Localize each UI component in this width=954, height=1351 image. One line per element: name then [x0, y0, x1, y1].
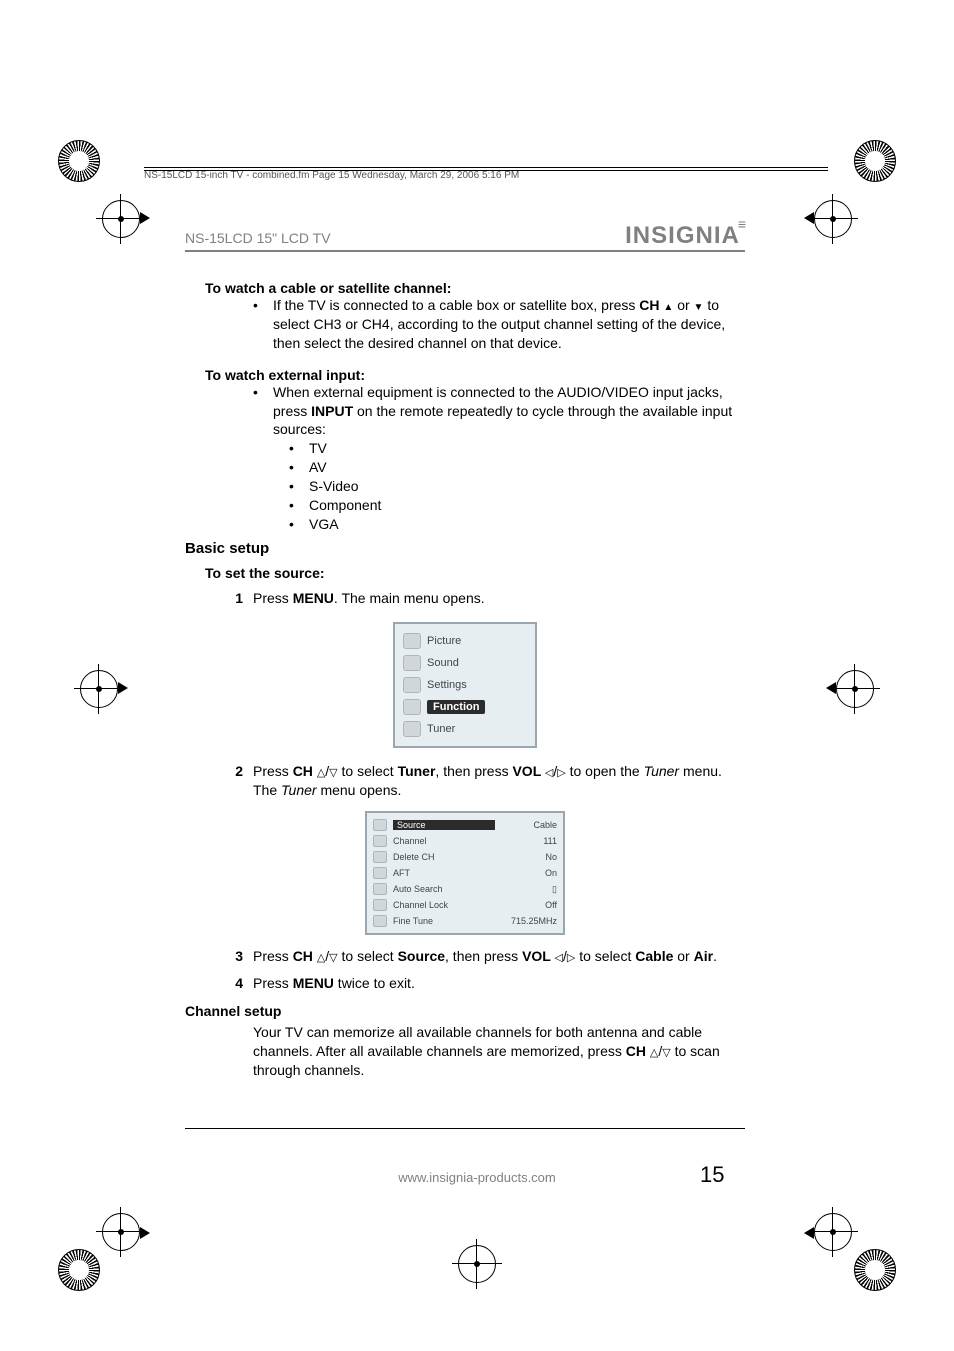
header-filename: NS-15LCD 15-inch TV - combined.fm Page 1… [144, 170, 519, 181]
heading-ext-input: To watch external input: [205, 367, 745, 383]
footer-rule [185, 1128, 745, 1129]
step-3: 3 Press CH / to select Source, then pres… [225, 947, 745, 966]
step-1: 1 Press MENU. The main menu opens. [225, 589, 745, 608]
para-ext-input: • When external equipment is connected t… [253, 383, 745, 440]
main-menu-figure: Picture Sound Settings Function Tuner [393, 622, 537, 748]
page-number: 15 [700, 1162, 724, 1188]
heading-basic-setup: Basic setup [185, 540, 745, 557]
heading-set-source: To set the source: [205, 565, 745, 581]
step-2: 2 Press CH / to select Tuner, then press… [225, 762, 745, 800]
para-channel-setup: Your TV can memorize all available chann… [253, 1023, 745, 1080]
tuner-menu-figure: SourceCable Channel111 Delete CHNo AFTOn… [365, 811, 565, 935]
heading-channel-setup: Channel setup [185, 1003, 745, 1019]
step-4: 4 Press MENU twice to exit. [225, 974, 745, 993]
input-list: •TV •AV •S-Video •Component •VGA [289, 439, 745, 533]
heading-cable-sat: To watch a cable or satellite channel: [205, 280, 745, 296]
model-line: NS-15LCD 15" LCD TV [185, 230, 745, 252]
footer-url: www.insignia-products.com [0, 1170, 954, 1185]
para-cable-sat: • If the TV is connected to a cable box … [253, 296, 745, 353]
